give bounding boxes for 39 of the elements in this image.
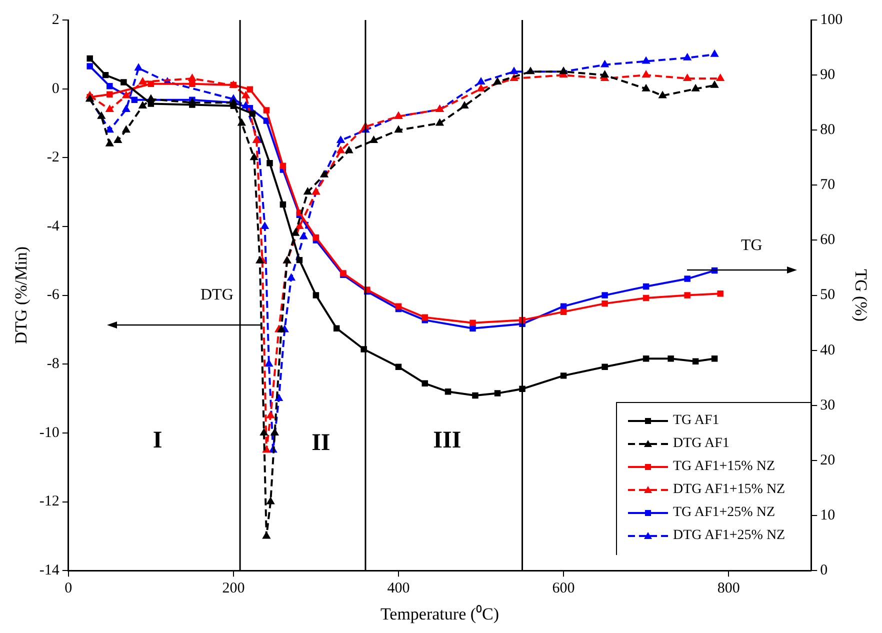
annotation: DTG bbox=[200, 286, 234, 304]
y-tick-label: -4 bbox=[46, 218, 60, 234]
y-tick-label: 0 bbox=[52, 80, 60, 97]
y2-tick-label: 40 bbox=[820, 342, 836, 358]
x-tick-label: 800 bbox=[717, 580, 740, 597]
y2-tick-label: 0 bbox=[820, 562, 828, 579]
y-axis-title: DTG (%/Min) bbox=[12, 246, 31, 344]
annotation: TG bbox=[741, 236, 763, 254]
y2-tick-label: 90 bbox=[820, 66, 836, 83]
y2-tick-label: 80 bbox=[820, 122, 836, 138]
legend-label: DTG AF1 bbox=[672, 436, 730, 452]
y-tick-label: -2 bbox=[46, 150, 60, 166]
y2-tick-label: 70 bbox=[820, 177, 836, 194]
y2-tick-label: 10 bbox=[820, 507, 836, 524]
annotation: I bbox=[152, 427, 162, 454]
y2-axis-title: TG (%) bbox=[851, 269, 870, 322]
x-tick-label: 400 bbox=[387, 580, 410, 597]
annotation: III bbox=[433, 427, 462, 454]
y2-tick-label: 100 bbox=[820, 12, 843, 28]
y-tick-label: -8 bbox=[46, 356, 60, 372]
x-tick-label: 200 bbox=[222, 580, 245, 597]
y-tick-label: 2 bbox=[52, 12, 60, 28]
y2-tick-label: 30 bbox=[820, 397, 836, 414]
y2-tick-label: 60 bbox=[820, 232, 836, 248]
y2-tick-label: 50 bbox=[820, 287, 836, 304]
legend-label: DTG AF1+25% NZ bbox=[672, 528, 786, 544]
legend-label: TG AF1+25% NZ bbox=[672, 505, 775, 522]
y2-tick-label: 20 bbox=[820, 452, 836, 468]
annotation: II bbox=[312, 430, 330, 456]
legend-label: TG AF1 bbox=[672, 413, 720, 430]
legend-label: TG AF1+15% NZ bbox=[672, 459, 775, 476]
x-tick-label: 0 bbox=[64, 580, 72, 597]
y-tick-label: -10 bbox=[39, 424, 60, 441]
x-axis-title: Temperature (⁰C) bbox=[380, 604, 500, 624]
y-tick-label: -6 bbox=[46, 287, 60, 304]
y-tick-label: -12 bbox=[39, 494, 60, 510]
x-tick-label: 600 bbox=[552, 580, 575, 597]
legend-label: DTG AF1+15% NZ bbox=[672, 482, 786, 498]
y-tick-label: -14 bbox=[39, 562, 60, 579]
